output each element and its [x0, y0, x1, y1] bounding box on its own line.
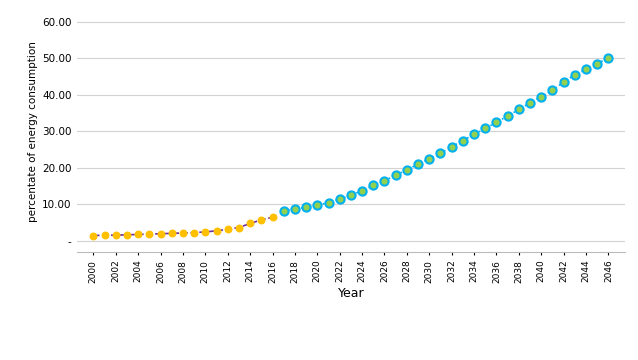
- Point: [211, 228, 221, 234]
- Point: [122, 232, 132, 238]
- Point: [558, 79, 568, 85]
- Point: [323, 200, 334, 206]
- Point: [178, 230, 188, 236]
- Point: [547, 87, 558, 93]
- Point: [200, 229, 211, 235]
- Point: [245, 221, 255, 226]
- Point: [413, 161, 423, 167]
- Point: [357, 188, 367, 193]
- Point: [368, 183, 378, 188]
- Y-axis label: percentate of energy consumption: percentate of energy consumption: [28, 41, 38, 222]
- Point: [480, 126, 491, 131]
- Point: [447, 144, 457, 150]
- Point: [525, 100, 535, 106]
- Point: [402, 167, 412, 173]
- Point: [100, 232, 110, 238]
- Point: [133, 231, 144, 237]
- Point: [424, 156, 434, 162]
- Point: [570, 72, 580, 78]
- Point: [435, 150, 445, 156]
- Point: [88, 233, 98, 238]
- Point: [491, 120, 501, 125]
- Point: [390, 172, 401, 178]
- Point: [346, 193, 356, 198]
- Point: [223, 226, 233, 232]
- Point: [503, 113, 513, 119]
- Point: [234, 225, 244, 230]
- Point: [536, 94, 546, 100]
- Point: [604, 55, 614, 60]
- Point: [301, 204, 311, 210]
- Point: [279, 208, 289, 214]
- Point: [110, 232, 121, 238]
- Point: [144, 231, 154, 237]
- Point: [290, 206, 300, 212]
- X-axis label: Year: Year: [338, 287, 364, 300]
- Point: [458, 138, 468, 143]
- Point: [581, 66, 591, 72]
- Point: [312, 202, 322, 208]
- Point: [469, 131, 479, 137]
- Point: [167, 230, 177, 236]
- Point: [267, 215, 278, 220]
- Point: [514, 107, 524, 112]
- Point: [592, 61, 602, 67]
- Point: [189, 230, 199, 235]
- Point: [156, 231, 166, 237]
- Point: [380, 178, 390, 184]
- Point: [256, 217, 267, 223]
- Point: [334, 196, 345, 202]
